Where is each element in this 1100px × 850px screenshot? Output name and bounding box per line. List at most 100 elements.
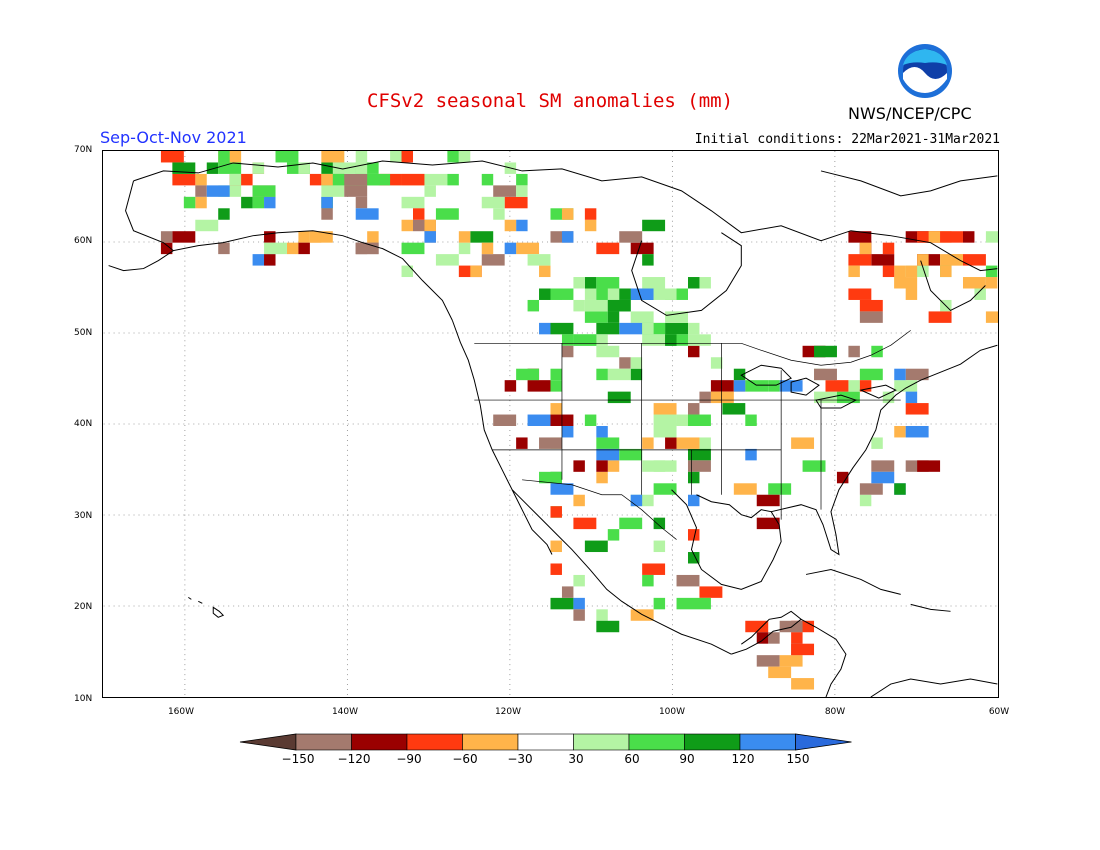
anomaly-cell: [172, 162, 196, 174]
anomaly-cell: [687, 552, 700, 564]
anomaly-cell: [836, 471, 849, 484]
anomaly-cell: [401, 265, 414, 278]
anomaly-cell: [722, 403, 746, 415]
anomaly-cell: [882, 242, 895, 255]
anomaly-cell: [905, 425, 929, 438]
anomaly-cell: [470, 265, 482, 278]
anomaly-cell: [928, 311, 952, 323]
anomaly-cell: [550, 597, 574, 610]
anomaly-cell: [447, 173, 459, 186]
anomaly-cell: [687, 471, 700, 484]
colorbar: [239, 733, 852, 751]
anomaly-cell: [596, 437, 620, 449]
anomaly-cell: [355, 208, 379, 220]
soil-moisture-map: [102, 150, 999, 698]
anomaly-cell: [390, 151, 402, 163]
anomaly-cell: [367, 231, 379, 243]
lat-label-40n: 40N: [74, 419, 93, 429]
anomaly-cell: [298, 231, 310, 243]
anomaly-cell: [630, 288, 654, 300]
anomaly-cell: [962, 254, 986, 266]
anomaly-cell: [940, 254, 963, 266]
anomaly-cell: [791, 632, 803, 644]
anomaly-cell: [985, 311, 998, 323]
anomaly-cell: [630, 494, 643, 507]
anomaly-cell: [561, 425, 574, 438]
anomaly-cell: [458, 151, 471, 163]
anomaly-cell: [745, 448, 757, 461]
anomaly-cell: [355, 151, 368, 163]
anomaly-cell: [160, 231, 173, 243]
lat-label-10n: 10N: [74, 694, 93, 704]
anomaly-cell: [596, 288, 608, 300]
anomaly-cell: [401, 151, 414, 163]
anomaly-cell: [848, 265, 860, 278]
anomaly-cell: [561, 231, 574, 243]
anomaly-cell: [676, 597, 688, 610]
anomaly-cell: [871, 254, 895, 266]
colorbar-label-neg150: −150: [281, 752, 315, 766]
anomaly-cell: [424, 185, 436, 197]
anomaly-cell: [355, 196, 368, 209]
anomaly-cell: [401, 219, 414, 232]
anomaly-cell: [561, 334, 574, 346]
anomaly-cell: [985, 231, 998, 243]
anomaly-cell: [286, 242, 299, 255]
anomaly-cell: [791, 678, 815, 690]
anomaly-cell: [607, 391, 631, 404]
anomaly-cell: [527, 414, 551, 426]
lat-label-60n: 60N: [74, 236, 93, 246]
anomaly-cell: [871, 437, 883, 449]
anomaly-cell: [802, 460, 826, 472]
colorbar-segment: [739, 733, 796, 751]
anomaly-cell: [458, 242, 471, 255]
colorbar-arrow-low: [239, 733, 297, 751]
anomaly-cell: [172, 231, 196, 243]
anomaly-cell: [218, 208, 230, 220]
colorbar-segment: [573, 733, 630, 751]
anomaly-cell: [791, 643, 815, 656]
anomaly-cell: [401, 173, 425, 186]
anomaly-cell: [687, 334, 711, 346]
anomaly-cell: [768, 483, 792, 495]
anomaly-cell: [791, 437, 815, 449]
chart-title: CFSv2 seasonal SM anomalies (mm): [366, 90, 734, 112]
anomaly-cell: [962, 277, 986, 289]
anomaly-cells: [160, 151, 998, 690]
anomaly-cell: [321, 151, 345, 163]
anomaly-cell: [516, 368, 540, 381]
lon-label-120w: 120W: [494, 707, 522, 717]
colorbar-segment: [462, 733, 519, 751]
anomaly-cell: [504, 242, 517, 255]
anomaly-cell: [917, 254, 929, 266]
anomaly-cell: [584, 311, 608, 323]
anomaly-cell: [699, 437, 711, 449]
anomaly-cell: [516, 437, 528, 449]
anomaly-cell: [355, 242, 379, 255]
anomaly-cell: [321, 196, 333, 209]
anomaly-cell: [435, 254, 459, 266]
anomaly-cell: [401, 242, 425, 255]
anomaly-cell: [195, 185, 207, 197]
anomaly-cell: [687, 597, 711, 610]
anomaly-cell: [630, 357, 643, 369]
anomaly-cell: [252, 162, 265, 174]
anomaly-cell: [550, 288, 574, 300]
anomaly-cell: [309, 173, 322, 186]
anomaly-cell: [859, 380, 872, 392]
anomaly-cell: [607, 368, 631, 381]
anomaly-cell: [596, 609, 608, 621]
anomaly-cell: [619, 448, 643, 461]
colorbar-label-60: 60: [624, 752, 640, 766]
anomaly-cell: [940, 231, 963, 243]
colorbar-label-120: 120: [731, 752, 755, 766]
anomaly-cell: [710, 391, 734, 404]
anomaly-cell: [630, 311, 654, 323]
anomaly-cell: [848, 254, 872, 266]
anomaly-cell: [561, 345, 574, 358]
anomaly-cell: [275, 151, 299, 163]
anomaly-cell: [435, 208, 459, 220]
anomaly-cell: [665, 322, 688, 335]
anomaly-cell: [481, 254, 505, 266]
anomaly-cell: [321, 208, 333, 220]
